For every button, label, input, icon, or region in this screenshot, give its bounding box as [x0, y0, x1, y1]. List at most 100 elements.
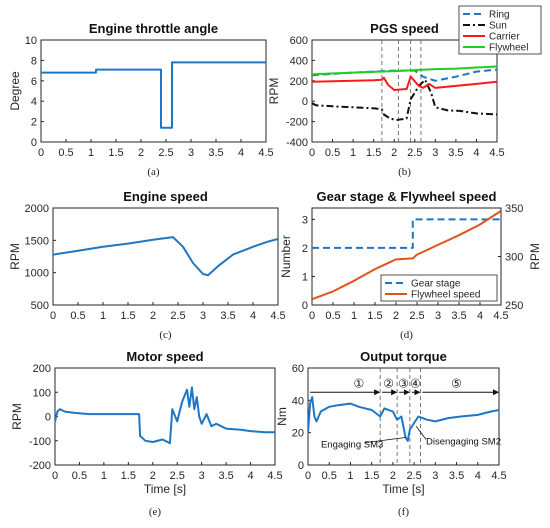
y-tick-label: 60: [292, 363, 304, 375]
annotation-engaging: Engaging SM3: [321, 440, 383, 451]
y-tick-label: 40: [292, 395, 304, 407]
plot-area: [54, 367, 276, 466]
legend-box: [380, 274, 498, 302]
y-axis-label: RPM: [8, 243, 22, 270]
x-tick-label: 0: [50, 310, 56, 322]
chart-panel-f: Output torque 0 0.5 1 1.5 2 2.5 3 3.5 4 4.5 0 20 40 60…: [275, 349, 507, 518]
chart-panel-c: Engine speed 0 0.5 1 1.5 2 2.5 3 3.5 4 4.5 500 1000 1…: [8, 189, 286, 341]
legend-label: Carrier: [489, 32, 520, 43]
annotation-pointer: [415, 425, 427, 440]
x-tick-label: 2.5: [409, 310, 424, 322]
stage-marker: ⑤: [451, 376, 462, 390]
stage-marker: ③: [398, 376, 409, 390]
chart-title: Engine throttle angle: [89, 21, 218, 36]
x-tick-label: 3: [435, 310, 441, 322]
plot-area: [52, 207, 279, 306]
y-axis-label: RPM: [10, 403, 24, 430]
x-tick-label: 2: [390, 470, 396, 482]
x-tick-label: 3.5: [218, 470, 233, 482]
y-tick-label: 100: [33, 387, 51, 399]
x-tick-label: 3: [432, 147, 438, 159]
y-tick-label: 2: [31, 117, 37, 129]
y-tick-label: 20: [292, 428, 304, 440]
stage-marker: ②: [383, 376, 394, 390]
chart-title: Output torque: [360, 349, 447, 364]
annotation-pointer: [365, 437, 406, 443]
x-tick-label: 3.5: [220, 310, 235, 322]
x-tick-label: 2: [393, 310, 399, 322]
x-tick-label: 1: [88, 147, 94, 159]
x-tick-label: 0.5: [325, 147, 340, 159]
panel-caption: (d): [400, 329, 413, 341]
panel-caption: (c): [159, 329, 172, 341]
x-tick-label: 4: [238, 147, 244, 159]
x-tick-label: 1: [347, 470, 353, 482]
x-tick-label: 1.5: [364, 470, 379, 482]
x-tick-label: 3.5: [448, 147, 463, 159]
y-axis-label: RPM: [267, 78, 281, 105]
x-tick-label: 4: [475, 470, 481, 482]
x-tick-label: 0.5: [72, 470, 87, 482]
x-tick-label: 2.5: [407, 147, 422, 159]
y-tick-label: -400: [286, 137, 308, 149]
y-tick-label: 200: [290, 76, 308, 88]
y-tick-label: 3: [302, 214, 308, 226]
series-line-ring: [312, 68, 497, 82]
y-tick-label: 400: [290, 55, 308, 67]
x-tick-label: 0.5: [58, 147, 73, 159]
x-tick-label: 4: [247, 470, 253, 482]
series-line-1: [53, 236, 278, 277]
y-tick-label: -100: [29, 436, 51, 448]
x-tick-label: 0: [52, 470, 58, 482]
plot-area: [40, 39, 267, 143]
stage-marker: ④: [410, 376, 421, 390]
y-tick-label: 600: [290, 35, 308, 47]
y-right-tick-label: 300: [505, 252, 523, 264]
y-tick-label: 200: [33, 363, 51, 375]
y-tick-label: 8: [31, 55, 37, 67]
panel-caption: (f): [398, 506, 409, 518]
y-axis-label-right: RPM: [528, 243, 542, 270]
x-axis-label: Time [s]: [144, 482, 186, 496]
chart-title: Motor speed: [126, 349, 203, 364]
y-tick-label: 4: [31, 96, 37, 108]
series-line-sun: [312, 78, 497, 122]
y-tick-label: 0: [302, 300, 308, 312]
series-line-1: [41, 61, 266, 129]
x-tick-label: 0.5: [322, 470, 337, 482]
y-tick-label: 6: [31, 76, 37, 88]
series-line-carrier: [312, 75, 497, 91]
x-tick-label: 0.5: [325, 310, 340, 322]
chart-panel-d: Gear stage & Flywheel speed 0 0.5 1 1.5 2 2.5 3…: [279, 189, 542, 341]
x-tick-label: 3.5: [451, 310, 466, 322]
x-tick-label: 0: [38, 147, 44, 159]
x-tick-label: 2.5: [406, 470, 421, 482]
chart-title: PGS speed: [370, 21, 439, 36]
y-axis-label: Degree: [8, 71, 22, 111]
series-line-flywheel: [312, 65, 497, 76]
y-tick-label: 0: [31, 137, 37, 149]
x-axis-label: Time [s]: [382, 482, 424, 496]
x-tick-label: 4.5: [258, 147, 273, 159]
x-tick-label: 2.5: [170, 310, 185, 322]
x-tick-label: 3: [199, 470, 205, 482]
x-tick-label: 4.5: [491, 470, 506, 482]
y-right-tick-label: 250: [505, 300, 523, 312]
series-line-1: [55, 386, 275, 445]
y-tick-label: 1: [302, 271, 308, 283]
legend-label: Gear stage: [411, 279, 461, 290]
y-tick-label: 0: [45, 412, 51, 424]
panel-caption: (b): [398, 166, 411, 178]
y-tick-label: 2000: [25, 203, 49, 215]
x-tick-label: 3: [432, 470, 438, 482]
panel-caption: (e): [149, 506, 162, 518]
x-tick-label: 0: [305, 470, 311, 482]
y-tick-label: 500: [31, 300, 49, 312]
x-tick-label: 1: [351, 310, 357, 322]
x-tick-label: 2: [150, 310, 156, 322]
x-tick-label: 1.5: [120, 310, 135, 322]
x-tick-label: 1.5: [121, 470, 136, 482]
y-right-tick-label: 350: [505, 203, 523, 215]
x-tick-label: 4: [477, 310, 483, 322]
x-tick-label: 2: [150, 470, 156, 482]
